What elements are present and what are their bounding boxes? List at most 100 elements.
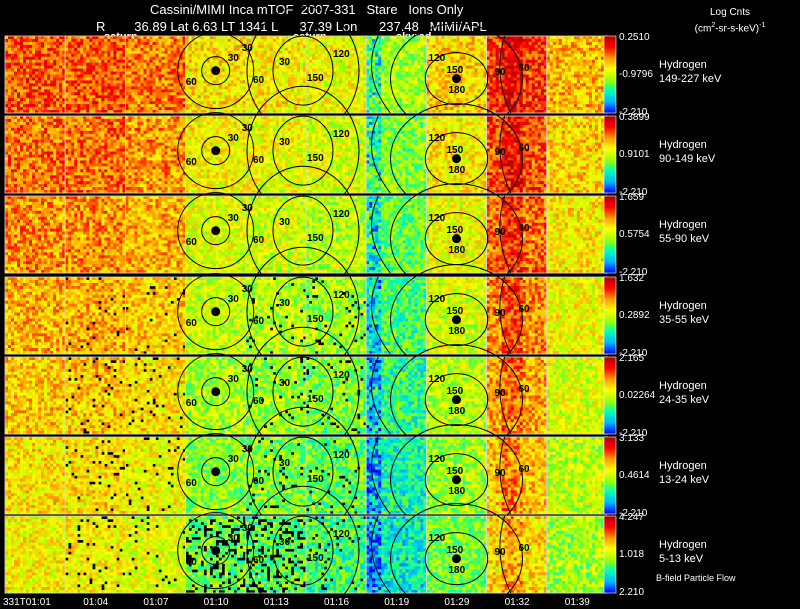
species-label: Hydrogen [659,299,709,313]
contour-label: 180 [449,165,466,176]
colorbar-row-4 [604,277,616,354]
panel-r3-c2 [65,196,126,273]
row-label-3: Hydrogen 55-90 keV [659,218,709,246]
contour-label: 60 [519,543,530,554]
colorbar-max-5: 2.165 [619,353,644,364]
contour-label: 30 [279,57,290,68]
contour-label: 30 [242,203,253,214]
contour-label: 90 [495,468,506,479]
panel-r6-c1 [5,437,66,514]
panel-r1-c2 [65,36,126,113]
contour-label: 150 [307,73,324,84]
panel-r4-c3 [125,277,185,354]
colorbar-mid-5: 0.02264 [619,390,655,401]
colorbar-max-2: 0.3899 [619,112,650,123]
panel-r2-c10 [547,116,608,193]
contour-label: 150 [447,306,464,317]
colorbar-min-7: 2.210 [619,587,644,598]
contour-label: 150 [307,233,324,244]
contour-label: 30 [242,364,253,375]
contour-label: 150 [307,553,324,564]
contour-label: 90 [495,147,506,158]
panel-r6-c3 [125,437,185,514]
contour-label: 120 [429,454,446,465]
species-label: Hydrogen [659,218,709,232]
colorbar-row-5 [604,357,616,434]
row-label-5: Hydrogen 24-35 keV [659,379,709,407]
panel-r7-c1 [5,516,66,593]
x-tick-7: 01:19 [384,597,409,608]
panel-r3-c10 [547,196,608,273]
colorbar-mid-3: 0.5754 [619,229,650,240]
x-tick-9: 01:32 [505,597,530,608]
contour-label: 30 [242,123,253,134]
energy-label: 13-24 keV [659,473,709,487]
contour-label: 30 [228,213,239,224]
contour-label: 90 [495,67,506,78]
contour-label: 150 [307,394,324,405]
colorbar-max-4: 1.632 [619,273,644,284]
colorbar-row-6 [604,437,616,514]
panel-r7-c2 [65,516,126,593]
panel-r2-c3 [125,116,185,193]
contour-label: 90 [495,227,506,238]
contour-label: 180 [449,565,466,576]
contour-label: 30 [242,284,253,295]
contour-label: 90 [495,547,506,558]
x-tick-10: 01:39 [565,597,590,608]
contour-label: 150 [447,466,464,477]
panel-r5-c1 [5,357,66,434]
energy-label: 55-90 keV [659,232,709,246]
x-tick-8: 01:29 [444,597,469,608]
contour-label: 30 [228,533,239,544]
panel-r1-c10 [547,36,608,113]
contour-label: 30 [228,133,239,144]
species-label: Hydrogen [659,538,707,552]
x-tick-3: 01:07 [143,597,168,608]
panel-r7-c10 [547,516,608,593]
contour-label: 180 [449,326,466,337]
contour-label: 30 [279,458,290,469]
x-tick-5: 01:13 [264,597,289,608]
panel-r6-c2 [65,437,126,514]
contour-label: 120 [333,49,350,60]
contour-label: 120 [429,374,446,385]
contour-label: 150 [447,545,464,556]
contour-label: 120 [333,450,350,461]
colorbar-row-1 [604,36,616,113]
colorbar-row-7 [604,516,616,593]
energy-label: 5-13 keV [659,552,707,566]
contour-label: 60 [253,396,264,407]
contour-label: 120 [333,209,350,220]
contour-label: 150 [447,65,464,76]
contour-label: 60 [253,316,264,327]
panel-r3-c1 [5,196,66,273]
contour-label: 60 [253,75,264,86]
contour-label: 180 [449,486,466,497]
contour-label: 60 [186,237,197,248]
contour-label: 90 [495,308,506,319]
contour-label: 120 [429,213,446,224]
contour-label: 60 [519,63,530,74]
contour-label: 120 [333,129,350,140]
contour-label: 60 [519,464,530,475]
panel-r4-c2 [65,277,126,354]
contour-label: 120 [333,370,350,381]
contour-label: 30 [228,294,239,305]
species-label: Hydrogen [659,58,721,72]
contour-label: 30 [228,53,239,64]
contour-label: 60 [186,157,197,168]
contour-label: 60 [253,555,264,566]
contour-label: 150 [447,386,464,397]
contour-label: 60 [253,476,264,487]
contour-label: 120 [429,294,446,305]
contour-label: 30 [242,444,253,455]
contour-label: 60 [253,235,264,246]
x-tick-4: 01:10 [204,597,229,608]
contour-label: 60 [186,557,197,568]
contour-label: 120 [429,533,446,544]
species-label: Hydrogen [659,379,709,393]
colorbar-mid-1: -0.9796 [619,69,653,80]
colorbar-max-7: 4.247 [619,512,644,523]
contour-label: 60 [186,77,197,88]
